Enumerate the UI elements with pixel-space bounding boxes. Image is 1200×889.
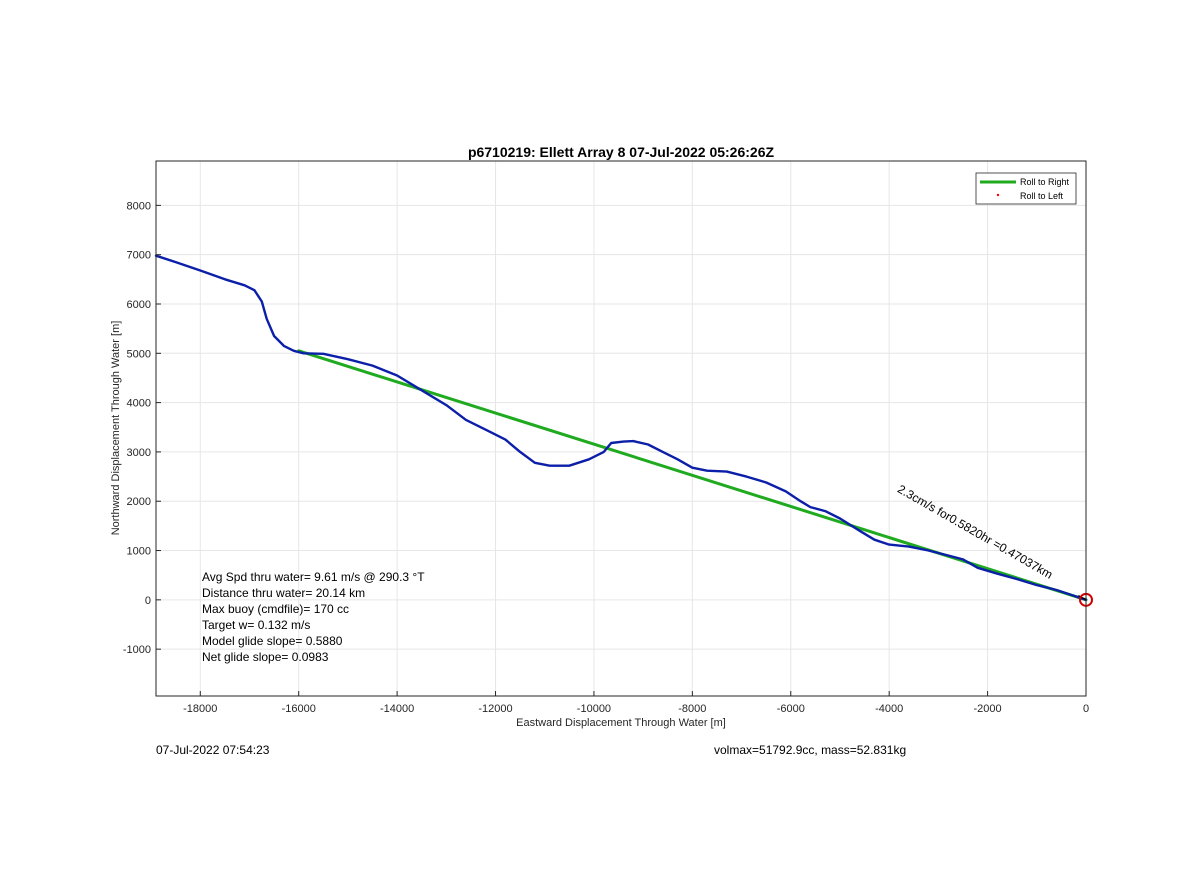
plot-area: 2.3cm/s for0.5820hr =0.47037km -18000 -16…: [123, 160, 1093, 715]
x-tick-labels: -18000 -16000 -14000 -12000 -10000 -8000 -6000…: [183, 691, 1089, 715]
series-track-line: [154, 254, 1088, 601]
x-tick-label: 0: [1083, 703, 1089, 715]
y-tick-label: 3000: [127, 447, 151, 459]
info-target-w: Target w= 0.132 m/s: [202, 618, 310, 632]
footer-volmax-mass: volmax=51792.9cc, mass=52.831kg: [714, 743, 906, 757]
y-tick-label: 0: [145, 595, 151, 607]
y-tick-label: 1000: [127, 546, 151, 558]
current-vector-line: [1078, 594, 1087, 601]
y-tick-label: -1000: [123, 644, 151, 656]
x-tick-label: -6000: [777, 703, 805, 715]
axes-box: [155, 160, 1087, 697]
y-tick-labels: -1000 0 1000 2000 3000 4000 5000 6000 7000 8000: [123, 200, 161, 656]
x-tick-label: -4000: [875, 703, 903, 715]
info-max-buoy: Max buoy (cmdfile)= 170 cc: [202, 602, 349, 616]
legend-box: [975, 172, 1077, 205]
x-tick-label: -10000: [577, 703, 611, 715]
info-net-glide-slope: Net glide slope= 0.0983: [202, 650, 329, 664]
legend-label-roll-right: Roll to Right: [1020, 177, 1070, 187]
x-tick-label: -12000: [478, 703, 512, 715]
x-tick-label: -2000: [974, 703, 1002, 715]
y-tick-label: 2000: [127, 496, 151, 508]
y-tick-label: 5000: [127, 348, 151, 360]
chart-title: p6710219: Ellett Array 8 07-Jul-2022 05:…: [468, 144, 775, 160]
y-tick-label: 7000: [127, 250, 151, 262]
y-axis-label: Northward Displacement Through Water [m]: [110, 321, 122, 536]
x-axis-label: Eastward Displacement Through Water [m]: [516, 717, 726, 729]
x-tick-label: -8000: [678, 703, 706, 715]
y-tick-label: 4000: [127, 398, 151, 410]
footer-timestamp: 07-Jul-2022 07:54:23: [156, 743, 270, 757]
info-avg-speed: Avg Spd thru water= 9.61 m/s @ 290.3 °T: [202, 570, 425, 584]
info-block: Avg Spd thru water= 9.61 m/s @ 290.3 °T …: [202, 570, 425, 664]
x-tick-label: -14000: [380, 703, 414, 715]
legend-swatch-roll-left: [996, 193, 1000, 197]
y-tick-label: 8000: [127, 200, 151, 212]
x-tick-label: -18000: [183, 703, 217, 715]
legend: Roll to Right Roll to Left: [975, 172, 1077, 205]
legend-label-roll-left: Roll to Left: [1020, 191, 1064, 201]
info-distance: Distance thru water= 20.14 km: [202, 586, 365, 600]
x-tick-label: -16000: [282, 703, 316, 715]
grid: [156, 161, 1087, 696]
info-model-glide-slope: Model glide slope= 0.5880: [202, 634, 343, 648]
y-tick-label: 6000: [127, 299, 151, 311]
axes-background: [156, 161, 1086, 696]
